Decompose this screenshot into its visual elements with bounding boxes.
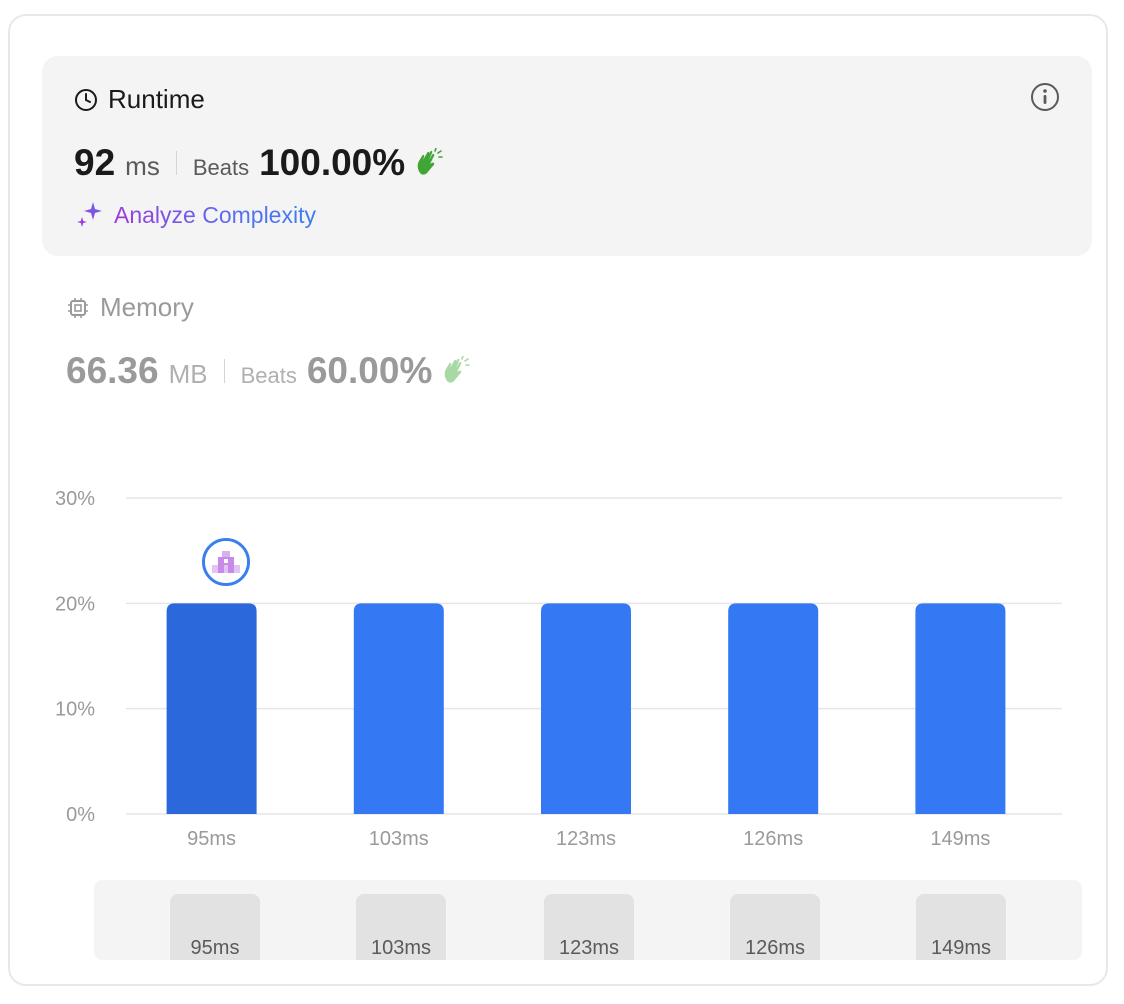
bar[interactable] [541, 603, 631, 814]
runtime-title: Runtime [74, 84, 205, 115]
your-submission-marker[interactable] [202, 538, 250, 586]
divider [223, 359, 225, 383]
bar[interactable] [166, 603, 257, 814]
scroller-chip[interactable]: 95ms [170, 894, 260, 960]
scroller-chip-label: 149ms [930, 937, 992, 959]
bar-chart-svg: 0% 10% 20% 30% 95ms 103ms 123ms 126ms 149ms [55, 488, 1062, 850]
scroller-chip[interactable]: 126ms [730, 894, 820, 960]
scroller-chip-label: 95ms [190, 937, 240, 959]
clock-icon [75, 88, 97, 111]
analyze-complexity-button[interactable]: Analyze Complexity [74, 200, 316, 230]
analyze-complexity-label: Analyze Complexity [114, 201, 316, 228]
runtime-panel[interactable]: Runtime 92 ms Beats 100.00% [42, 56, 1092, 256]
runtime-beats-label: Beats [192, 155, 250, 180]
bar[interactable] [353, 603, 444, 814]
x-tick-label: 126ms [743, 828, 803, 850]
runtime-beats-value: 100.00% [259, 142, 406, 183]
chart-scroller[interactable]: 95ms 103ms 123ms 126ms 149ms [94, 880, 1082, 960]
scroller-chip-label: 103ms [370, 937, 432, 959]
memory-beats-label: Beats [240, 363, 297, 388]
x-tick-label: 103ms [369, 828, 429, 850]
avatar-icon [205, 541, 247, 583]
info-icon[interactable] [1030, 82, 1060, 112]
x-tick-label: 95ms [187, 828, 236, 850]
chip-icon [68, 297, 88, 318]
memory-beats-value: 60.00% [306, 350, 433, 391]
runtime-title-label: Runtime [108, 84, 205, 114]
y-tick-label: 10% [55, 699, 95, 721]
memory-panel[interactable]: Memory 66.36 MB Beats 60.00% [66, 292, 866, 402]
scroller-chip-label: 126ms [744, 937, 806, 959]
bar[interactable] [915, 603, 1006, 814]
bar[interactable] [728, 603, 819, 814]
runtime-distribution-chart: 0% 10% 20% 30% 95ms 103ms 123ms 126ms 149ms [0, 470, 1124, 870]
runtime-value: 92 [74, 142, 116, 183]
memory-unit: MB [168, 359, 208, 389]
clapping-hands-icon [417, 148, 443, 175]
scroller-chip[interactable]: 149ms [916, 894, 1006, 960]
memory-metric-row: 66.36 MB Beats 60.00% [66, 350, 471, 392]
scroller-chip[interactable]: 103ms [356, 894, 446, 960]
runtime-result-card: Runtime 92 ms Beats 100.00% [8, 14, 1108, 986]
x-tick-label: 149ms [930, 828, 990, 850]
divider [175, 151, 177, 175]
memory-title-label: Memory [100, 292, 194, 322]
scroller-chip-label: 123ms [558, 937, 620, 959]
memory-title: Memory [66, 292, 194, 323]
runtime-unit: ms [125, 151, 160, 181]
y-tick-label: 30% [55, 488, 95, 510]
y-tick-label: 0% [66, 804, 95, 826]
scroller-chip[interactable]: 123ms [544, 894, 634, 960]
runtime-metric-row: 92 ms Beats 100.00% [74, 142, 443, 184]
clapping-hands-icon [445, 356, 471, 383]
x-tick-label: 123ms [556, 828, 616, 850]
memory-value: 66.36 [66, 350, 159, 391]
sparkle-icon [77, 202, 102, 227]
y-tick-label: 20% [55, 593, 95, 615]
